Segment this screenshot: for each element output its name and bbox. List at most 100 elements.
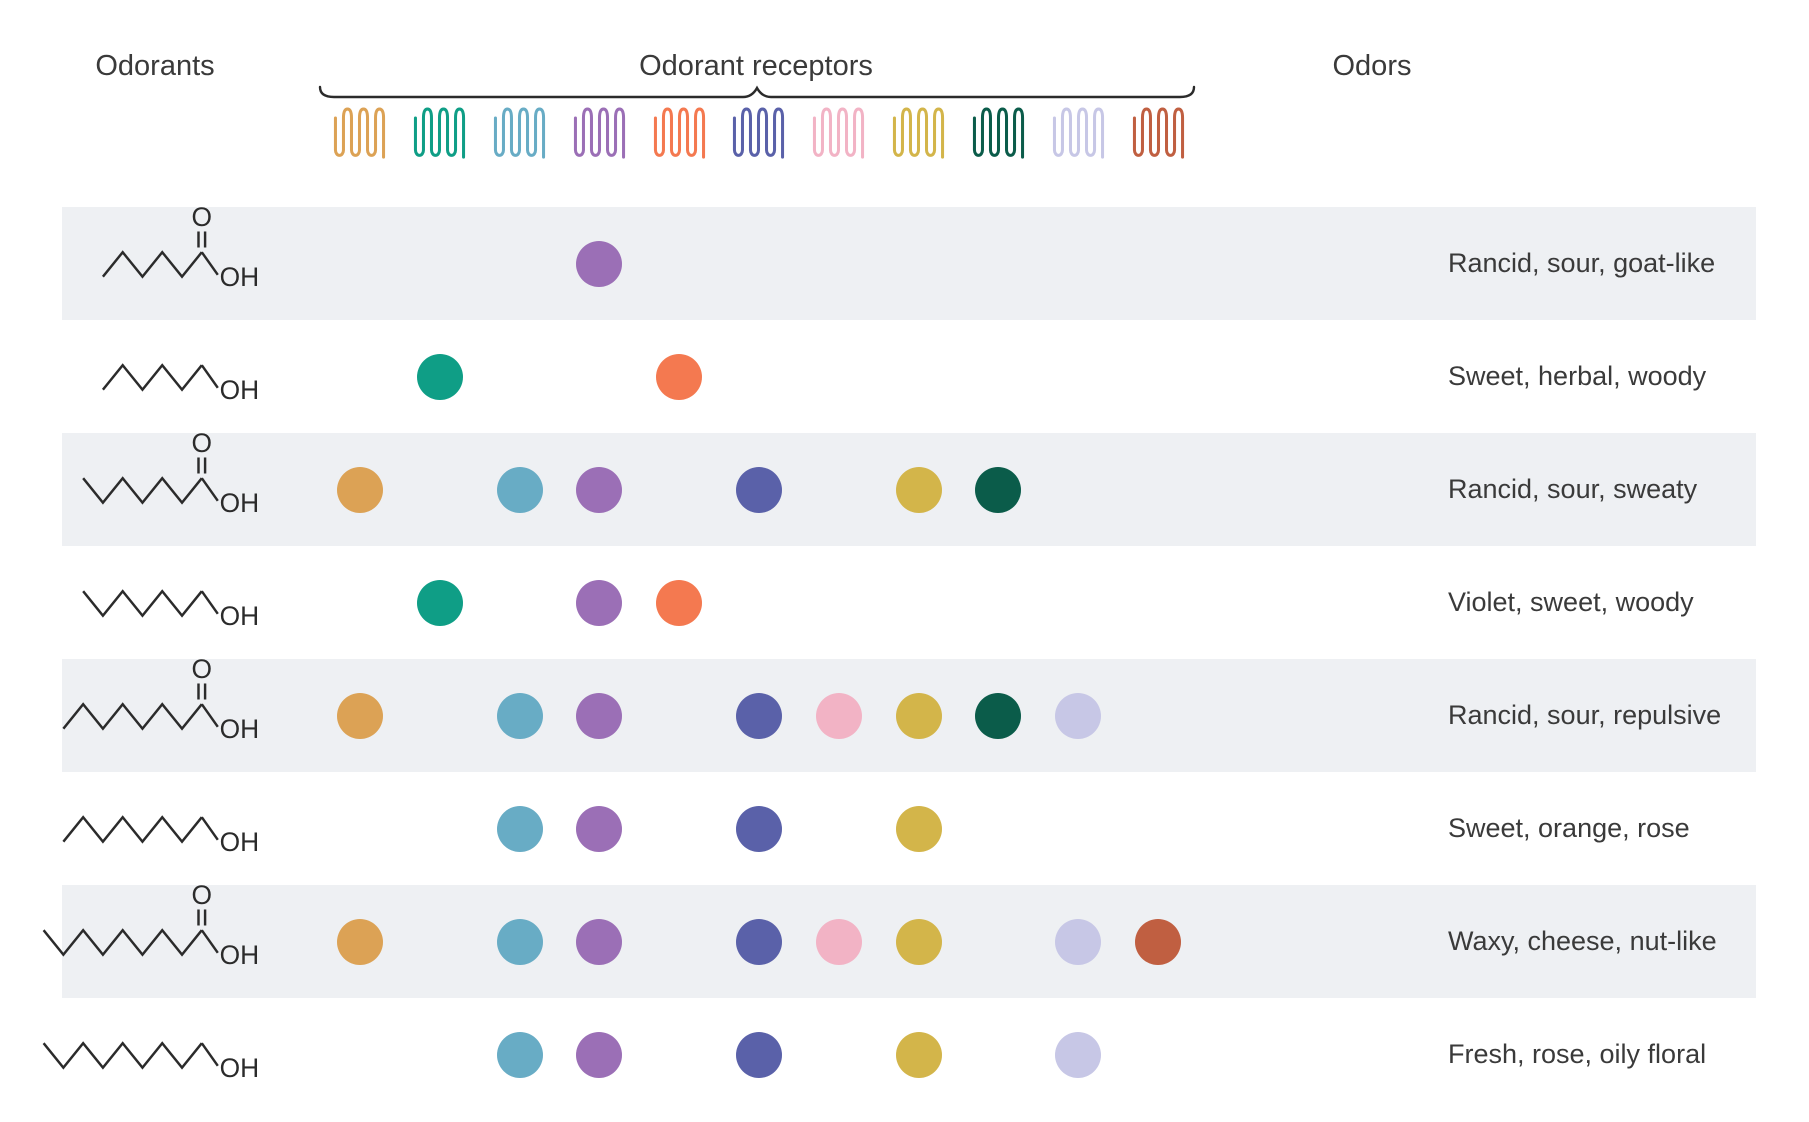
activation-dot-receptor-6	[735, 918, 782, 965]
receptor-cell-4	[559, 772, 639, 885]
odorant-row-3: O OH Rancid, sour, sweaty	[0, 433, 1809, 546]
receptor-cell-4	[559, 433, 639, 546]
receptor-cell-5	[639, 885, 719, 998]
receptor-cell-7	[799, 998, 879, 1111]
row-background-band	[62, 207, 1756, 320]
receptor-cell-3	[480, 207, 560, 320]
receptor-cell-5	[639, 207, 719, 320]
odor-description: Rancid, sour, repulsive	[1448, 700, 1722, 730]
odorant-row-2: OH Sweet, herbal, woody	[0, 320, 1809, 433]
receptor-cell-6	[719, 433, 799, 546]
activation-dot-receptor-8	[895, 466, 942, 513]
receptor-cell-1	[320, 207, 400, 320]
receptor-cell-3	[480, 772, 560, 885]
odorants-header: Odorants	[95, 50, 215, 82]
receptor-cell-5	[639, 320, 719, 433]
activation-dot-receptor-6	[735, 805, 782, 852]
receptor-cell-2	[400, 659, 480, 772]
odors-header: Odors	[1332, 50, 1412, 82]
svg-text:OH: OH	[220, 1053, 260, 1083]
receptor-icon-6	[719, 100, 799, 168]
receptor-cell-11	[1118, 772, 1198, 885]
odor-description: Rancid, sour, goat-like	[1448, 248, 1716, 278]
receptor-icon-7	[799, 100, 879, 168]
activation-dot-receptor-4	[576, 579, 623, 626]
receptor-cell-8	[879, 546, 959, 659]
receptor-cell-7	[799, 772, 879, 885]
svg-text:OH: OH	[220, 601, 260, 631]
receptor-cell-5	[639, 659, 719, 772]
receptor-cell-4	[559, 659, 639, 772]
receptor-cell-7	[799, 207, 879, 320]
activation-dot-receptor-11	[1135, 918, 1182, 965]
activation-dot-receptor-5	[656, 353, 703, 400]
receptor-cell-5	[639, 433, 719, 546]
odor-description: Sweet, orange, rose	[1448, 813, 1690, 843]
receptor-cell-1	[320, 546, 400, 659]
receptor-activation-dots	[320, 433, 1198, 546]
receptor-cell-10	[1038, 320, 1118, 433]
receptor-cell-8	[879, 207, 959, 320]
activation-dot-receptor-4	[576, 466, 623, 513]
svg-text:OH: OH	[220, 827, 260, 857]
receptor-cell-3	[480, 659, 560, 772]
activation-dot-receptor-3	[496, 466, 543, 513]
activation-dot-receptor-9	[975, 466, 1022, 513]
receptor-cell-7	[799, 885, 879, 998]
receptor-cell-6	[719, 320, 799, 433]
receptor-cell-5	[639, 998, 719, 1111]
receptor-cell-1	[320, 659, 400, 772]
receptor-cell-4	[559, 546, 639, 659]
svg-text:OH: OH	[220, 488, 260, 518]
odorant-row-7: O OH Waxy, cheese, nut-like	[0, 885, 1809, 998]
activation-dot-receptor-4	[576, 918, 623, 965]
molecule-structure-alcohol: OH	[30, 320, 270, 433]
receptor-cell-2	[400, 885, 480, 998]
activation-dot-receptor-2	[416, 353, 463, 400]
receptor-cell-1	[320, 998, 400, 1111]
receptor-cell-3	[480, 885, 560, 998]
receptor-cell-9	[959, 998, 1039, 1111]
receptor-cell-3	[480, 320, 560, 433]
receptor-cell-5	[639, 772, 719, 885]
receptor-cell-3	[480, 546, 560, 659]
receptor-cell-10	[1038, 433, 1118, 546]
odor-description: Rancid, sour, sweaty	[1448, 474, 1698, 504]
odorant-receptors-header: Odorant receptors	[639, 50, 873, 82]
activation-dot-receptor-3	[496, 692, 543, 739]
activation-dot-receptor-8	[895, 692, 942, 739]
odor-description: Waxy, cheese, nut-like	[1448, 926, 1717, 956]
activation-dot-receptor-1	[336, 692, 383, 739]
receptor-activation-dots	[320, 885, 1198, 998]
receptor-activation-dots	[320, 659, 1198, 772]
receptor-cell-11	[1118, 998, 1198, 1111]
odorant-row-6: OH Sweet, orange, rose	[0, 772, 1809, 885]
receptor-cell-9	[959, 546, 1039, 659]
receptor-cell-4	[559, 207, 639, 320]
receptor-cell-7	[799, 320, 879, 433]
receptor-icon-10	[1038, 100, 1118, 168]
activation-dot-receptor-7	[815, 692, 862, 739]
activation-dot-receptor-3	[496, 918, 543, 965]
activation-dot-receptor-5	[656, 579, 703, 626]
receptor-activation-dots	[320, 546, 1198, 659]
odorant-row-8: OH Fresh, rose, oily floral	[0, 998, 1809, 1111]
receptor-cell-3	[480, 998, 560, 1111]
odorant-row-4: OH Violet, sweet, woody	[0, 546, 1809, 659]
receptor-cell-3	[480, 433, 560, 546]
molecule-structure-alcohol: OH	[30, 546, 270, 659]
svg-text:O: O	[192, 885, 213, 910]
receptor-cell-5	[639, 546, 719, 659]
molecule-structure-alcohol: OH	[30, 772, 270, 885]
odor-description: Fresh, rose, oily floral	[1448, 1039, 1707, 1069]
receptor-cell-9	[959, 659, 1039, 772]
receptor-cell-7	[799, 659, 879, 772]
activation-dot-receptor-8	[895, 1031, 942, 1078]
svg-text:O: O	[192, 433, 213, 458]
receptor-cell-9	[959, 885, 1039, 998]
receptor-cell-4	[559, 885, 639, 998]
receptor-icon-8	[879, 100, 959, 168]
receptor-cell-10	[1038, 998, 1118, 1111]
receptor-cell-11	[1118, 659, 1198, 772]
